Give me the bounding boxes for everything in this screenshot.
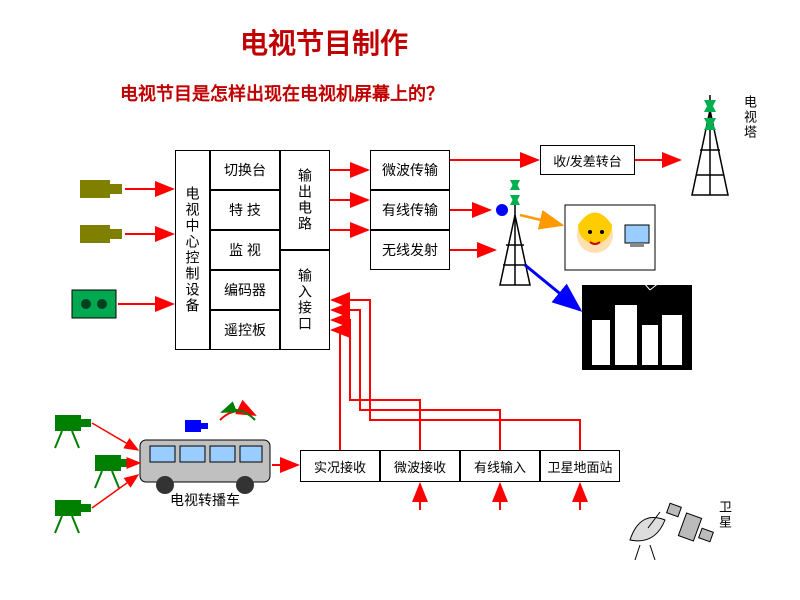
camera-icon-3 xyxy=(55,415,91,448)
box-switcher: 切换台 xyxy=(210,150,280,190)
ground-station-label: 卫星地面站 xyxy=(547,457,612,476)
box-remote: 遥控板 xyxy=(210,310,280,350)
box-relay: 收/发差转台 xyxy=(540,145,635,175)
bus-label: 电视转播车 xyxy=(170,490,240,510)
encoder-label: 编码器 xyxy=(224,280,266,300)
satellite-label: 卫星 xyxy=(715,500,734,530)
live-recv-label: 实况接收 xyxy=(314,457,366,476)
microwave-label: 微波传输 xyxy=(382,160,438,180)
microwave-recv-label: 微波接收 xyxy=(394,457,446,476)
tower-icon-1 xyxy=(500,180,530,285)
broadcast-bus-icon xyxy=(140,420,270,494)
subtitle: 电视节目是怎样出现在电视机屏幕上的？ xyxy=(120,80,444,106)
box-microwave-recv: 微波接收 xyxy=(380,450,460,482)
output-label: 输出电路 xyxy=(295,168,315,232)
camera-icon-5 xyxy=(55,500,91,533)
tv-tower-icon xyxy=(692,95,728,195)
box-monitor: 监 视 xyxy=(210,230,280,270)
satellite-dish-icon xyxy=(630,512,665,560)
camera-icon-2 xyxy=(80,225,122,243)
remote-label: 遥控板 xyxy=(224,320,266,340)
box-cable-input: 有线输入 xyxy=(460,450,540,482)
box-ground-station: 卫星地面站 xyxy=(540,450,620,482)
satellite-icon xyxy=(667,503,714,542)
control-equipment-box: 电视中心控制设备 xyxy=(175,150,210,350)
relay-label: 收/发差转台 xyxy=(553,151,622,170)
box-effects: 特 技 xyxy=(210,190,280,230)
page-title: 电视节目制作 xyxy=(240,22,408,62)
tower-label: 电视塔 xyxy=(740,95,759,140)
cable-input-label: 有线输入 xyxy=(474,457,526,476)
monitor-label: 监 视 xyxy=(229,240,261,260)
box-output: 输出电路 xyxy=(280,150,330,250)
viewer-icon xyxy=(565,205,655,270)
box-live-recv: 实况接收 xyxy=(300,450,380,482)
wireless-label: 无线发射 xyxy=(382,240,438,260)
box-cable: 有线传输 xyxy=(370,190,450,230)
switcher-label: 切换台 xyxy=(224,160,266,180)
camera-icon-1 xyxy=(80,180,122,198)
effects-label: 特 技 xyxy=(229,200,261,220)
cable-label: 有线传输 xyxy=(382,200,438,220)
control-equipment-label: 电视中心控制设备 xyxy=(183,186,203,314)
city-icon xyxy=(582,276,692,370)
socket-icon xyxy=(72,290,116,318)
box-input: 输入接口 xyxy=(280,250,330,350)
box-wireless: 无线发射 xyxy=(370,230,450,270)
camera-icon-4 xyxy=(95,455,131,488)
box-encoder: 编码器 xyxy=(210,270,280,310)
input-label: 输入接口 xyxy=(295,268,315,332)
box-microwave: 微波传输 xyxy=(370,150,450,190)
